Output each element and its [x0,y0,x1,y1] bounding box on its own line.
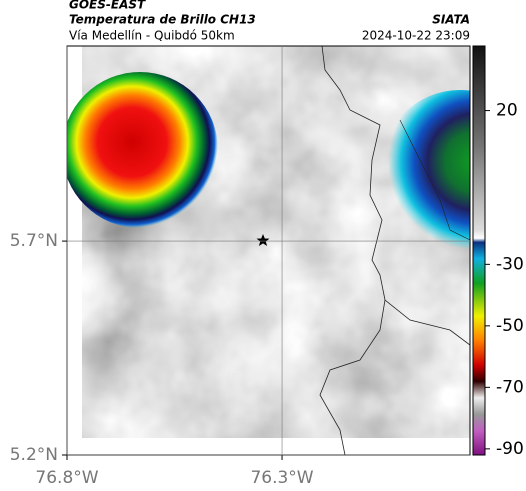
source: SIATA [432,13,470,27]
boundary [399,119,470,241]
colorbar-tick-label: -90 [496,439,524,459]
y-tick-label: 5.7°N [10,231,58,251]
subtitle: Temperatura de Brillo CH13 [69,13,256,27]
boundary [319,299,386,455]
x-tick-label: 76.3°W [250,468,313,488]
colorbar-tick-label: 20 [496,101,518,121]
colorbar-tick-label: -30 [496,254,524,274]
colorbar-tick-label: -50 [496,316,524,336]
map-image [67,46,470,455]
location-marker [256,234,270,246]
boundary [321,46,470,346]
x-tick-label: 76.8°W [35,468,98,488]
colorbar-tick-label: -70 [496,377,524,397]
colorbar [472,45,486,456]
location: Vía Medellín - Quibdó 50km [69,29,235,43]
datetime: 2024-10-22 23:09 [362,29,470,43]
y-tick-label: 5.2°N [10,445,58,465]
title: GOES-EAST [69,0,146,12]
storm-cell [67,72,218,228]
